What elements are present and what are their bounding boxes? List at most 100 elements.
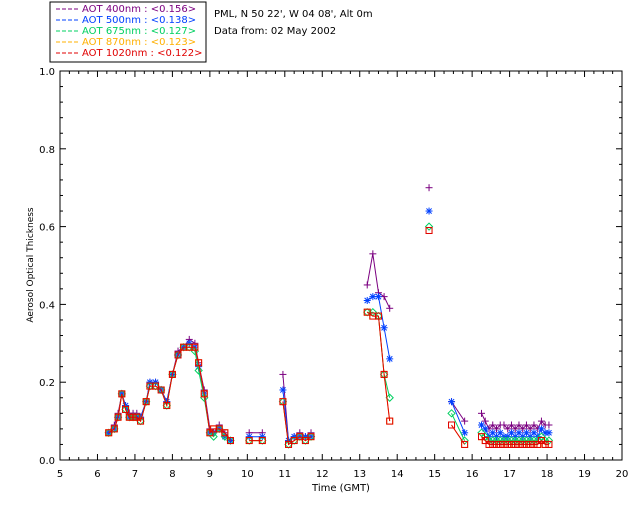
series-5-point (489, 440, 497, 448)
series-5-point (537, 437, 545, 445)
series-3 (104, 222, 554, 449)
series-2-point (489, 429, 497, 437)
series-3-point (424, 222, 434, 231)
series-5-point (290, 437, 298, 445)
series-5-point (374, 312, 382, 320)
series-1-point (545, 421, 553, 429)
series-5-point (226, 437, 234, 445)
series-2-point (481, 425, 489, 433)
series-1-point (279, 370, 287, 378)
series-5-point (541, 440, 549, 448)
series-5-point (200, 390, 208, 398)
series-5-point (496, 440, 504, 448)
series-5-point (511, 440, 519, 448)
series-5-point (307, 433, 315, 441)
legend-entry: AOT 1020nm : <0.122> (82, 48, 202, 59)
y-tick-label: 0.0 (39, 456, 55, 467)
series-2-point (461, 429, 469, 437)
series-1-point (500, 421, 508, 429)
series-3-point (544, 436, 554, 445)
series-5-point (534, 440, 542, 448)
series-4 (105, 226, 553, 448)
series-5-point (195, 359, 203, 367)
station-label: PML, N 50 22', W 04 08', Alt 0m (214, 9, 373, 20)
x-tick-label: 15 (428, 469, 441, 480)
y-tick-label: 0.2 (39, 378, 55, 389)
x-tick-label: 16 (466, 469, 479, 480)
series-2 (105, 207, 553, 445)
series-5-point (258, 437, 266, 445)
x-tick-label: 17 (503, 469, 516, 480)
series-5-point (157, 386, 165, 394)
x-tick-label: 9 (207, 469, 213, 480)
series-5-point (500, 440, 508, 448)
x-tick-label: 18 (541, 469, 554, 480)
series-5-point (492, 440, 500, 448)
series-5-point (425, 226, 433, 234)
series-5-point (386, 417, 394, 425)
series-5-point (522, 440, 530, 448)
series-1-point (507, 421, 515, 429)
y-tick-label: 0.6 (39, 223, 55, 234)
series-5-point (301, 437, 309, 445)
series-5-point (221, 429, 229, 437)
series-1-point (515, 421, 523, 429)
series-5-point (206, 429, 214, 437)
series-5-point (122, 405, 130, 413)
series-1-line (108, 253, 549, 442)
legend-entry: AOT 400nm : <0.156> (82, 4, 196, 15)
series-1-point (481, 417, 489, 425)
series-5-point (279, 398, 287, 406)
series-5-point (168, 370, 176, 378)
series-5-point (245, 437, 253, 445)
series-5 (105, 226, 553, 448)
series-1-point (489, 421, 497, 429)
y-tick-label: 0.4 (39, 300, 55, 311)
x-tick-label: 8 (169, 469, 175, 480)
series-5-point (215, 425, 223, 433)
series-1-point (369, 250, 377, 258)
series-1-point (526, 425, 534, 433)
legend: AOT 400nm : <0.156>AOT 500nm : <0.138> AO… (49, 1, 207, 63)
series-1-point (504, 425, 512, 433)
series-5-point (515, 440, 523, 448)
x-tick-label: 11 (278, 469, 291, 480)
series-1-point (492, 425, 500, 433)
series-2-point (478, 421, 485, 429)
series-3-point (194, 366, 203, 375)
series-5-point (105, 429, 113, 437)
series-layer (104, 184, 554, 449)
series-1-point (425, 184, 433, 192)
legend-box (49, 1, 207, 63)
series-2-point (448, 398, 456, 406)
x-tick-label: 7 (132, 469, 138, 480)
legend-entry: AOT 500nm : <0.138> (82, 15, 196, 26)
series-5-point (519, 440, 527, 448)
series-1-point (461, 417, 469, 425)
series-5-point (110, 425, 118, 433)
series-1-point (522, 421, 530, 429)
series-1-point (478, 409, 485, 417)
date-label: Data from: 02 May 2002 (214, 26, 336, 37)
x-axis-label: Time (GMT) (311, 483, 370, 494)
series-5-point (545, 440, 553, 448)
series-1 (105, 184, 553, 445)
series-5-point (485, 440, 493, 448)
series-5-point (191, 343, 199, 351)
series-5-point (285, 440, 293, 448)
series-2-point (425, 207, 433, 215)
series-1-point (386, 304, 394, 312)
series-2-point (374, 293, 382, 301)
x-tick-label: 20 (616, 469, 629, 480)
series-5-point (296, 433, 304, 441)
y-tick-label: 0.8 (39, 145, 55, 156)
series-5-point (142, 398, 150, 406)
series-5-point (125, 413, 133, 421)
x-tick-label: 19 (578, 469, 591, 480)
series-2-point (363, 297, 371, 305)
series-1-point (511, 425, 519, 433)
series-2-point (279, 386, 287, 394)
series-2-line (108, 296, 549, 442)
series-5-point (380, 370, 388, 378)
series-5-point (114, 413, 122, 421)
